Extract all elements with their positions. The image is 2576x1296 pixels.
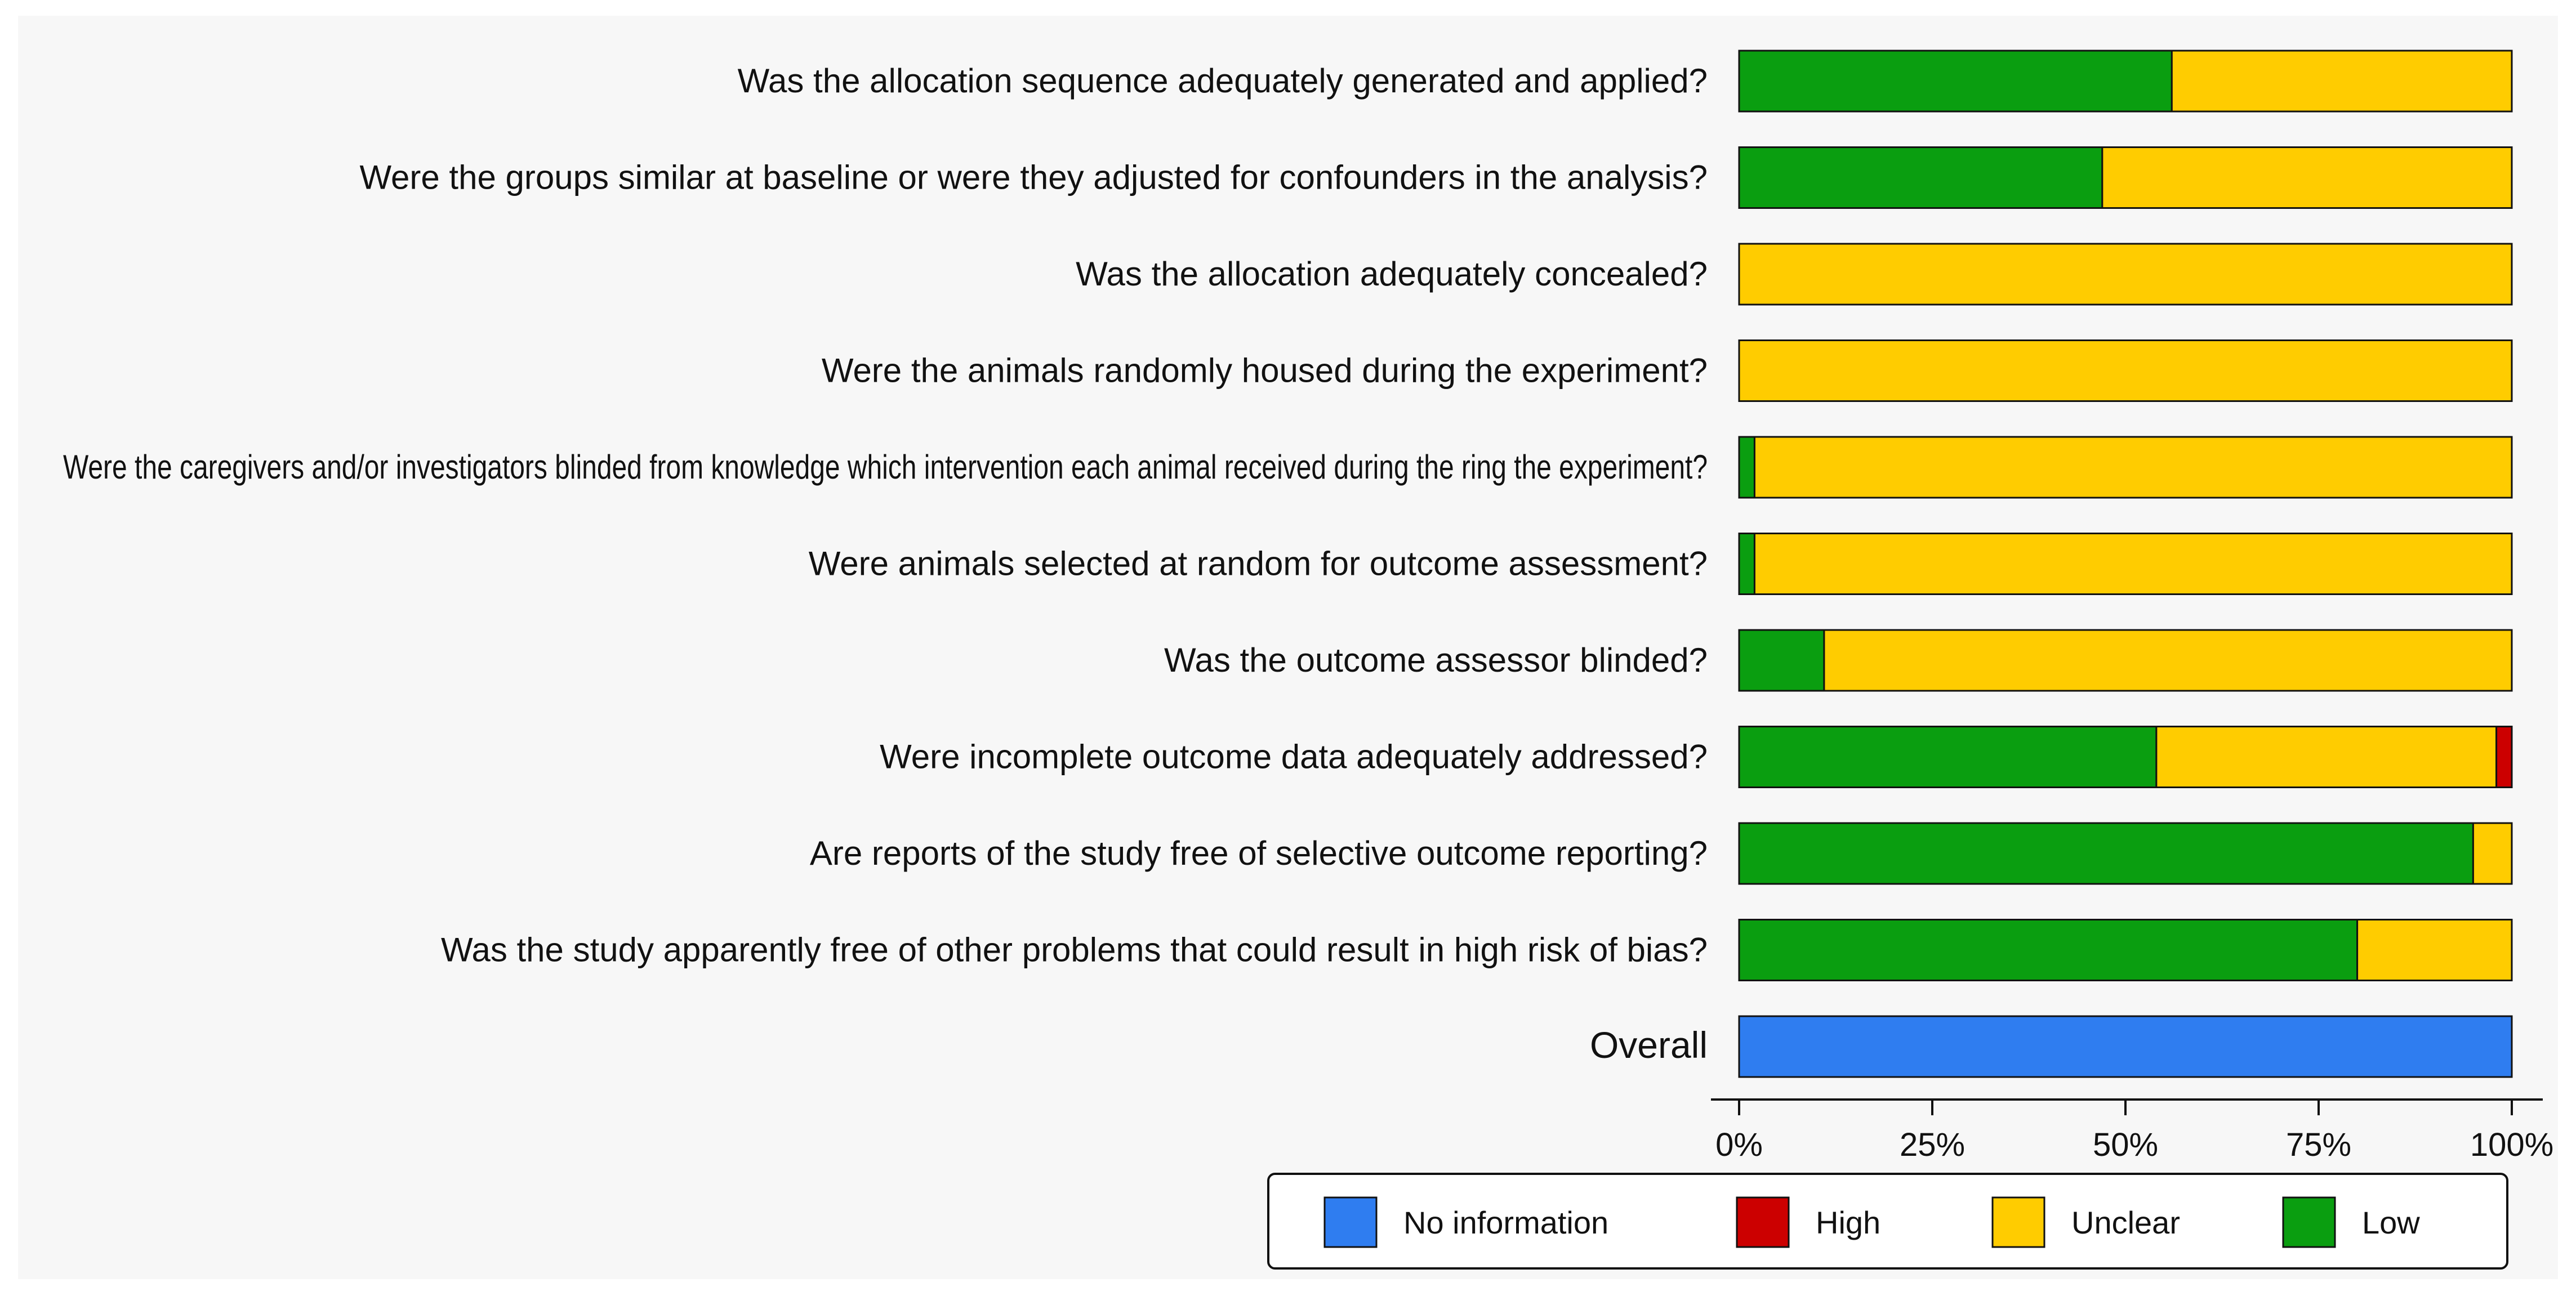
bar-segment-unclear bbox=[2101, 146, 2513, 209]
category-label: Was the allocation sequence adequately g… bbox=[738, 62, 1708, 100]
bar-segment-no-information bbox=[1738, 1015, 2513, 1078]
bar-segment-unclear bbox=[1753, 436, 2513, 499]
legend-box bbox=[1267, 1173, 2508, 1270]
bar-segment-low bbox=[1738, 146, 2103, 209]
category-label: Were the groups similar at baseline or w… bbox=[359, 159, 1708, 196]
x-tick-label: 50% bbox=[2093, 1127, 2158, 1163]
category-label: Are reports of the study free of selecti… bbox=[810, 834, 1708, 872]
bar-segment-low bbox=[1738, 50, 2173, 113]
legend-label: No information bbox=[1403, 1205, 1608, 1240]
bar-segment-unclear bbox=[1738, 339, 2513, 402]
bar-segment-unclear bbox=[2472, 822, 2513, 885]
x-tick-label: 75% bbox=[2286, 1127, 2351, 1163]
category-label: Were animals selected at random for outc… bbox=[809, 545, 1708, 583]
legend-label: Unclear bbox=[2071, 1205, 2180, 1240]
bar-segment-low bbox=[1738, 822, 2474, 885]
category-label: Were the animals randomly housed during … bbox=[822, 352, 1708, 390]
legend-swatch-low bbox=[2282, 1196, 2336, 1248]
category-label: Were incomplete outcome data adequately … bbox=[880, 738, 1708, 776]
x-tick-label: 100% bbox=[2470, 1127, 2553, 1163]
bar-segment-low bbox=[1738, 436, 1755, 499]
bar-segment-unclear bbox=[2356, 919, 2513, 981]
bar-segment-low bbox=[1738, 533, 1755, 595]
category-label: Overall bbox=[1590, 1024, 1708, 1066]
bar-segment-unclear bbox=[2155, 726, 2498, 788]
bar-segment-unclear bbox=[2171, 50, 2513, 113]
bar-segment-low bbox=[1738, 629, 1825, 692]
category-label: Was the study apparently free of other p… bbox=[441, 931, 1708, 969]
legend-label: High bbox=[1816, 1205, 1880, 1240]
x-axis: 0% 25% 50% 75% 100% bbox=[1711, 1098, 2553, 1163]
x-tick-label: 25% bbox=[1900, 1127, 1965, 1163]
chart-panel: Was the allocation sequence adequately g… bbox=[18, 16, 2558, 1279]
category-label: Was the outcome assessor blinded? bbox=[1164, 641, 1708, 679]
bar-segment-unclear bbox=[1738, 243, 2513, 306]
x-tick-label: 0% bbox=[1715, 1127, 1763, 1163]
legend-swatch-high bbox=[1736, 1196, 1790, 1248]
category-label: Was the allocation adequately concealed? bbox=[1076, 255, 1708, 293]
category-label: Were the caregivers and/or investigators… bbox=[63, 448, 1708, 486]
bar-segment-low bbox=[1738, 919, 2359, 981]
bars-layer bbox=[1738, 50, 2513, 1078]
bar-segment-unclear bbox=[1823, 629, 2513, 692]
legend-label: Low bbox=[2362, 1205, 2420, 1240]
category-labels: Was the allocation sequence adequately g… bbox=[63, 62, 1708, 1066]
bar-segment-unclear bbox=[1753, 533, 2513, 595]
bar-segment-low bbox=[1738, 726, 2158, 788]
bar-segment-high bbox=[2495, 726, 2513, 788]
legend-swatch-unclear bbox=[1991, 1196, 2045, 1248]
legend-swatch-no-information bbox=[1323, 1196, 1378, 1248]
legend: No information High Unclear Low bbox=[1267, 1173, 2508, 1270]
risk-of-bias-chart: Was the allocation sequence adequately g… bbox=[63, 50, 2553, 1270]
